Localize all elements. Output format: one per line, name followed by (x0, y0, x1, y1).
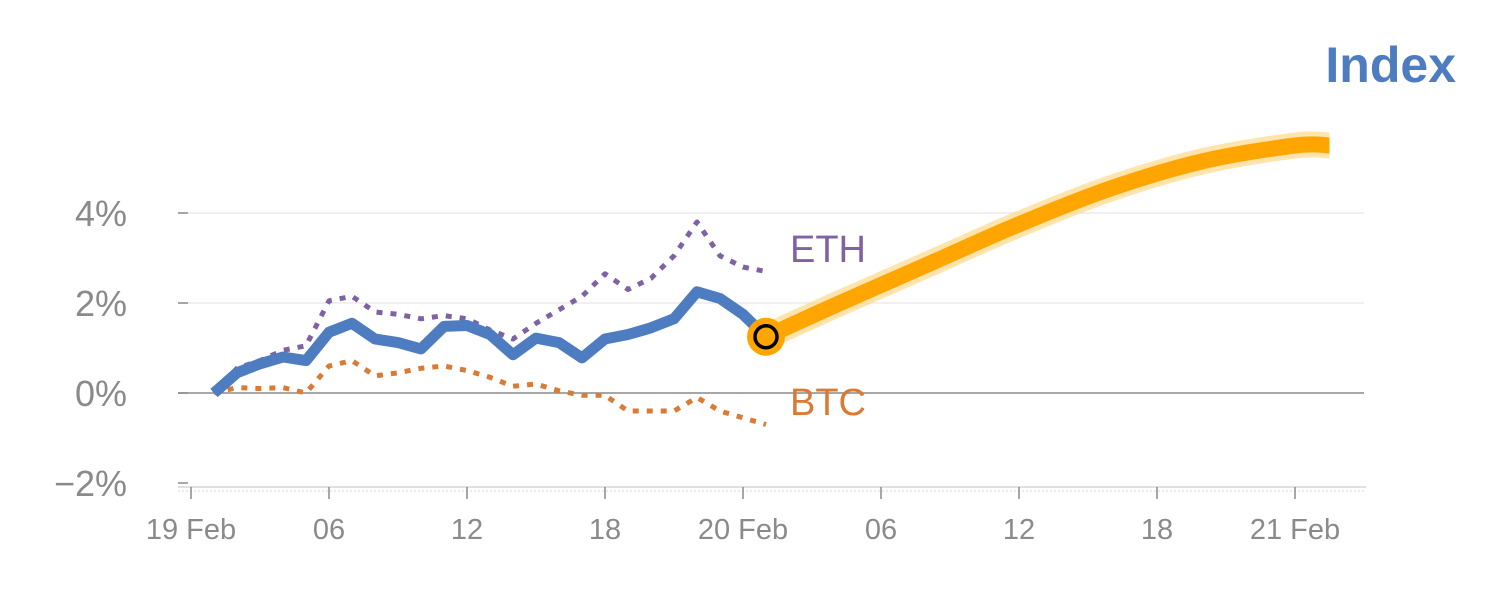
y-tick-label: 4% (75, 193, 127, 234)
x-tick-label: 12 (1003, 514, 1035, 546)
x-tick-label: 18 (1141, 514, 1173, 546)
y-tick-label: 0% (75, 373, 127, 414)
x-tick-label: 20 Feb (698, 514, 788, 546)
x-tick-label: 21 Feb (1250, 514, 1340, 546)
x-tick-label: 06 (313, 514, 345, 546)
current-point-marker (755, 326, 777, 348)
series (214, 144, 1330, 424)
x-tick-label: 06 (865, 514, 897, 546)
labels: Index ETH BTC (790, 37, 1456, 424)
y-tick-label: 2% (75, 283, 127, 324)
series-label-eth: ETH (790, 229, 866, 271)
x-tick-label: 12 (451, 514, 483, 546)
x-tick-label: 18 (589, 514, 621, 546)
chart-title: Index (1325, 37, 1456, 93)
x-tick-label: 19 Feb (146, 514, 236, 546)
y-tick-label: −2% (54, 463, 127, 504)
series-label-btc: BTC (790, 382, 866, 424)
